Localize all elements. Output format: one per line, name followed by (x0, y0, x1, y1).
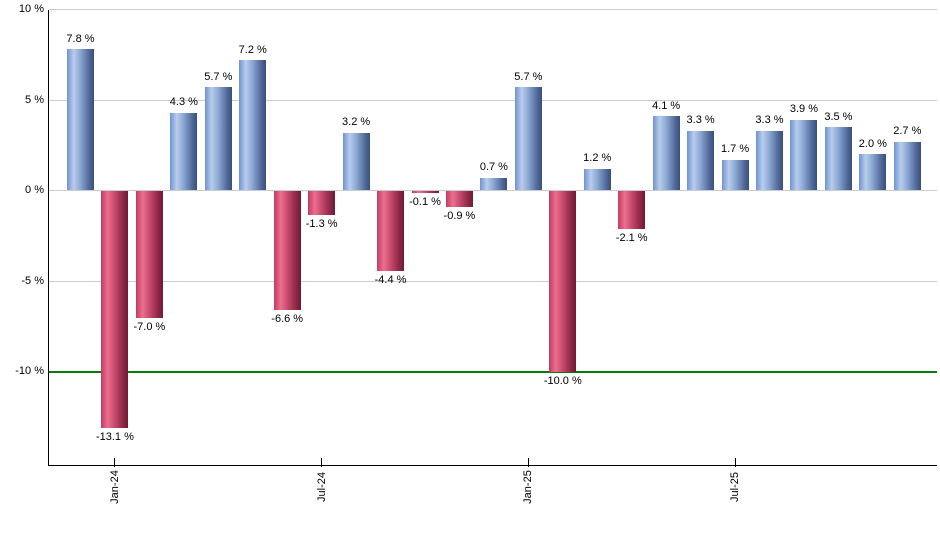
bar-Nov-24 (445, 191, 473, 208)
bar-value-label-Apr-25: -2.1 % (615, 232, 648, 244)
bar-Dec-25 (893, 141, 921, 191)
y-axis-tick-label: -10 % (15, 365, 44, 377)
y-axis-tick-label: 10 % (18, 3, 44, 15)
bar-May-24 (239, 60, 267, 191)
neg-10pct-threshold-line (48, 370, 937, 373)
bar-Mar-25 (583, 168, 611, 191)
x-tick-Jul-24 (321, 457, 323, 467)
bar-Aug-25 (756, 130, 783, 191)
bar-value-label-Sep-25: 3.9 % (789, 103, 819, 116)
bar-value-label-Oct-25: 3.5 % (824, 110, 853, 123)
x-tick-Jan-24 (114, 457, 116, 467)
bar-Jan-24 (101, 191, 129, 429)
y-axis-tick-label: -5 % (21, 274, 44, 287)
bar-value-label-Dec-23: 7.8 % (66, 32, 95, 45)
bar-value-label-Sep-24: -4.4 % (374, 273, 407, 286)
bar-value-label-Jun-25: 3.3 % (686, 114, 715, 127)
bar-Sep-24 (377, 191, 405, 271)
y-axis-tick-label: 5 % (25, 93, 44, 106)
bar-value-label-Dec-25: 2.7 % (893, 125, 922, 138)
bar-Jun-24 (273, 191, 301, 311)
bar-May-25 (652, 116, 680, 191)
bar-value-label-Jun-24: -6.6 % (271, 313, 304, 326)
bar-Jul-25 (721, 159, 749, 191)
x-axis-line (47, 464, 937, 466)
bar-value-label-Dec-24: 0.7 % (479, 161, 508, 174)
x-axis-label-Jan-24: Jan-24 (108, 470, 121, 504)
bar-value-label-Jul-25: 1.7 % (720, 143, 750, 156)
bar-value-label-Apr-24: 5.7 % (204, 70, 233, 83)
bar-value-label-Nov-25: 2.0 % (858, 137, 887, 150)
gridline-5pct (48, 99, 937, 101)
bar-value-label-Oct-24: -0.1 % (409, 195, 441, 208)
x-axis-label-Jan-25: Jan-25 (522, 470, 535, 504)
bar-value-label-Jul-24: -1.3 % (305, 217, 338, 230)
x-axis-label-Jul-24: Jul-24 (315, 472, 328, 502)
bar-Jan-25 (514, 87, 542, 191)
bar-Jul-24 (308, 191, 336, 215)
bar-Nov-25 (859, 154, 887, 191)
gridline--5pct (48, 280, 937, 282)
gridline-0pct (48, 190, 937, 191)
bar-Apr-25 (618, 191, 646, 229)
bar-value-label-Aug-24: 3.2 % (342, 116, 371, 129)
y-axis-line (47, 9, 49, 466)
bar-Jun-25 (687, 130, 715, 191)
bar-value-label-Nov-24: -0.9 % (443, 210, 476, 223)
bar-Feb-24 (135, 191, 163, 318)
bar-Mar-24 (170, 112, 198, 191)
bar-value-label-Jan-25: 5.7 % (514, 70, 543, 83)
bar-Apr-24 (204, 87, 232, 191)
bar-value-label-Mar-25: 1.2 % (583, 152, 612, 165)
bar-Oct-24 (411, 191, 439, 193)
bar-Feb-25 (549, 191, 577, 372)
x-tick-Jan-25 (527, 457, 529, 467)
bar-Sep-25 (790, 119, 818, 191)
bar-Dec-23 (67, 49, 94, 191)
y-axis-tick-label: 0 % (25, 184, 44, 196)
bar-Dec-24 (480, 177, 508, 191)
bar-value-label-May-25: 4.1 % (652, 99, 681, 112)
bar-value-label-Jan-24: -13.1 % (95, 431, 134, 444)
x-tick-Jul-25 (734, 457, 736, 467)
bar-value-label-May-24: 7.2 % (238, 43, 267, 56)
bar-value-label-Feb-25: -10.0 % (543, 375, 582, 387)
bar-value-label-Feb-24: -7.0 % (133, 320, 166, 333)
bar-Oct-25 (824, 127, 852, 191)
x-axis-label-Jul-25: Jul-25 (729, 472, 742, 502)
bar-Aug-24 (342, 132, 370, 191)
bar-value-label-Mar-24: 4.3 % (169, 96, 198, 109)
gridline-10pct (48, 9, 937, 10)
bar-value-label-Aug-25: 3.3 % (755, 114, 784, 127)
